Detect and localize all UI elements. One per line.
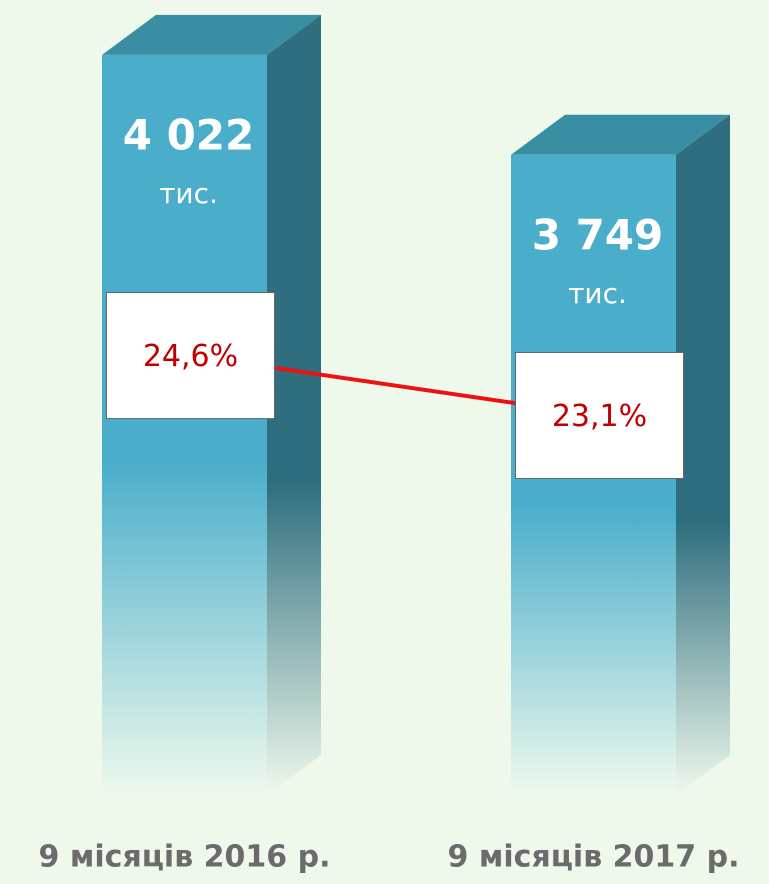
bar [102, 54, 267, 796]
x-tick-label: 9 місяців 2017 р. [448, 840, 740, 875]
bar-top [102, 14, 321, 55]
bar-side [267, 14, 321, 796]
percent-label: 24,6% [143, 339, 238, 374]
value-label: 3 749 [532, 210, 664, 259]
bar-top [511, 114, 730, 155]
value-unit: тис. [568, 277, 627, 310]
bar-side [676, 114, 730, 795]
value-unit: тис. [159, 177, 218, 210]
x-tick-label: 9 місяців 2016 р. [39, 840, 331, 875]
value-label: 4 022 [123, 110, 255, 159]
percent-label: 23,1% [552, 399, 647, 434]
percent-box [515, 351, 684, 479]
percent-box [106, 292, 275, 420]
